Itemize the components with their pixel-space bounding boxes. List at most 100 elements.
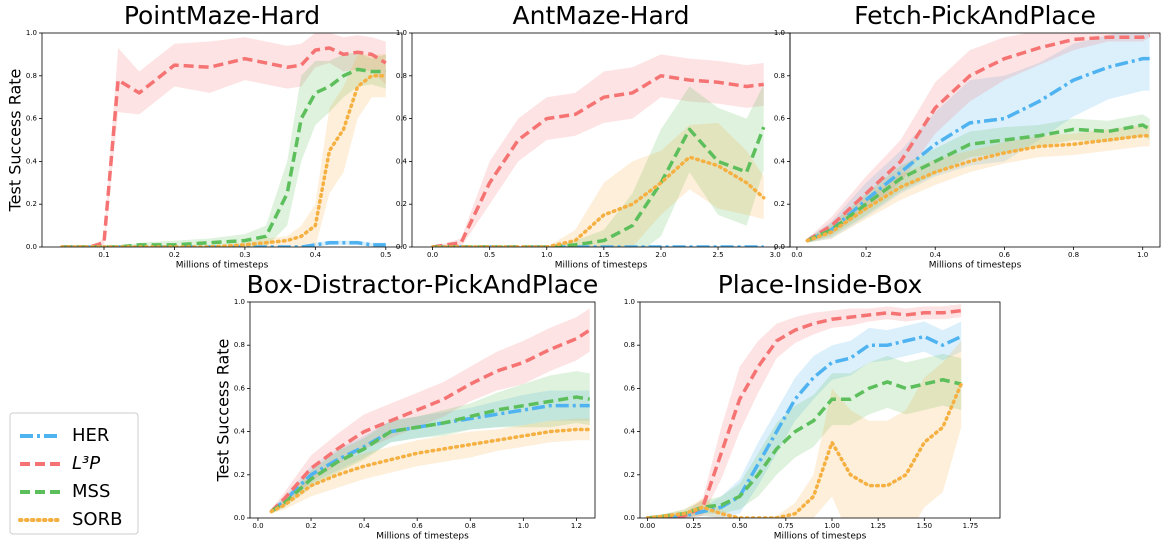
x-tick-label: 1.00	[824, 522, 840, 530]
legend-label: HER	[72, 425, 109, 446]
plot-area	[645, 304, 963, 518]
axes-frame	[639, 301, 1001, 519]
x-tick-label: 0.5	[380, 251, 391, 259]
series-line	[806, 56, 1150, 243]
y-tick-label: 1.0	[774, 29, 785, 37]
x-tick-label: 0.8	[1068, 251, 1079, 259]
confidence-band	[432, 54, 764, 247]
y-tick-label: 0.4	[774, 157, 786, 165]
y-tick-label: 0.8	[624, 341, 635, 349]
y-tick-label: 0.2	[26, 200, 37, 208]
y-axis-label: Test Success Rate	[214, 339, 233, 483]
legend-box	[9, 412, 139, 535]
x-tick-label: 1.0	[518, 522, 529, 530]
x-tick-label: 0.0	[791, 251, 802, 259]
confidence-band	[432, 122, 764, 247]
y-tick-label: 0.4	[26, 157, 38, 165]
x-tick-label: 3.0	[770, 251, 781, 259]
series-line	[432, 74, 764, 247]
series-line	[806, 123, 1151, 243]
confidence-band	[271, 371, 590, 514]
x-tick-label: 0.3	[239, 251, 250, 259]
x-axis-label: Millions of timesteps	[929, 261, 1022, 271]
x-tick-label: 1.0	[541, 251, 552, 259]
y-tick-label: 1.0	[396, 29, 407, 37]
x-tick-label: 0.50	[732, 522, 748, 530]
y-tick-label: 0.2	[234, 471, 245, 479]
confidence-band	[647, 353, 962, 518]
axes-frame	[41, 32, 403, 248]
confidence-band	[61, 54, 386, 247]
plot-area	[59, 33, 388, 247]
confidence-band	[807, 125, 1150, 243]
y-tick-label: 0.8	[396, 72, 407, 80]
series-line	[647, 334, 962, 518]
series-line	[430, 155, 766, 247]
y-tick-label: 0.6	[774, 115, 786, 123]
series-line	[59, 74, 388, 247]
x-tick-label: 0.6	[999, 251, 1011, 259]
x-tick-label: 0.0	[252, 522, 263, 530]
chart-title: AntMaze-Hard	[513, 1, 690, 30]
y-tick-label: 0.0	[234, 514, 245, 522]
plot-area	[805, 33, 1152, 243]
x-tick-label: 0.2	[305, 522, 316, 530]
y-tick-label: 0.2	[396, 200, 407, 208]
series-line	[432, 126, 766, 247]
legend-label: MSS	[72, 481, 110, 502]
confidence-band	[647, 321, 962, 518]
x-tick-label: 0.0	[427, 251, 438, 259]
y-tick-label: 1.0	[624, 298, 635, 306]
confidence-band	[61, 52, 386, 247]
series-line	[61, 67, 386, 247]
chart-title: PointMaze-Hard	[124, 1, 320, 30]
x-tick-label: 1.25	[870, 522, 886, 530]
x-tick-label: 0.2	[861, 251, 872, 259]
x-tick-label: 0.75	[778, 522, 794, 530]
x-tick-label: 0.5	[484, 251, 495, 259]
confidence-band	[807, 114, 1150, 243]
y-tick-label: 0.6	[624, 384, 636, 392]
x-tick-label: 2.5	[712, 251, 723, 259]
y-tick-label: 0.2	[624, 471, 635, 479]
series-line	[805, 133, 1152, 243]
series-line	[647, 308, 962, 518]
x-tick-label: 1.5	[598, 251, 609, 259]
series-line	[270, 328, 591, 513]
chart-title: Fetch-PickAndPlace	[854, 1, 1096, 30]
x-axis-label: Millions of timesteps	[176, 261, 269, 271]
y-tick-label: 0.0	[26, 243, 37, 251]
x-tick-label: 1.50	[917, 522, 933, 530]
y-tick-label: 0.8	[26, 72, 37, 80]
x-tick-label: 0.1	[98, 251, 109, 259]
plot-area	[430, 54, 766, 247]
x-tick-label: 0.6	[412, 522, 424, 530]
y-tick-label: 0.6	[234, 384, 246, 392]
x-axis-label: Millions of timesteps	[555, 261, 648, 271]
x-tick-label: 0.4	[930, 251, 942, 259]
x-tick-label: 0.2	[169, 251, 180, 259]
x-tick-label: 2.0	[655, 251, 666, 259]
y-tick-label: 0.4	[234, 428, 246, 436]
x-tick-label: 1.0	[1137, 251, 1148, 259]
y-tick-label: 0.8	[774, 72, 785, 80]
confidence-band	[271, 308, 590, 514]
chart-title: Place-Inside-Box	[718, 270, 923, 299]
y-tick-label: 1.0	[234, 298, 245, 306]
x-tick-label: 1.75	[963, 522, 979, 530]
y-tick-label: 0.0	[774, 243, 785, 251]
plot-area	[269, 308, 592, 514]
series-line	[61, 46, 387, 247]
series-line	[647, 378, 962, 518]
y-tick-label: 0.4	[396, 157, 408, 165]
y-tick-label: 0.6	[26, 115, 38, 123]
x-tick-label: 0.4	[310, 251, 322, 259]
x-axis-label: Millions of timesteps	[774, 532, 867, 540]
confidence-band	[271, 390, 590, 514]
x-tick-label: 0.8	[465, 522, 476, 530]
confidence-band	[271, 418, 590, 514]
confidence-band	[647, 340, 962, 518]
chart-title: Box-Distractor-PickAndPlace	[247, 270, 599, 299]
axes-frame	[789, 32, 1161, 248]
